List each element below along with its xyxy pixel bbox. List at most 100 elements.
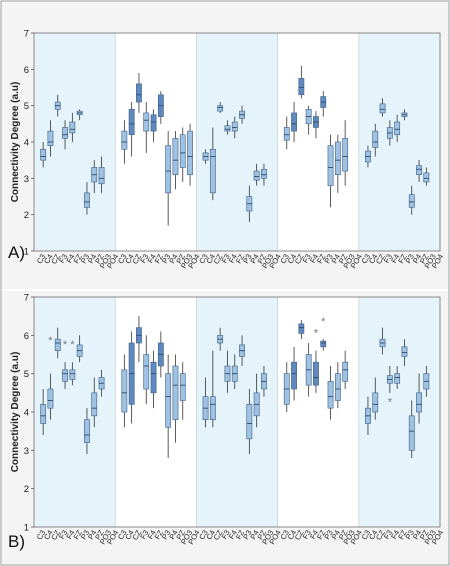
box-body (416, 165, 422, 176)
box-body (209, 148, 216, 194)
box-plot (416, 160, 422, 182)
box-plot (239, 105, 245, 124)
box-plot (327, 366, 334, 420)
box-body (179, 373, 186, 401)
x-tick-label: C3 (360, 253, 373, 266)
y-tick-label: 7 (24, 29, 29, 40)
box-body (150, 114, 157, 132)
x-tick-label: FZ (315, 252, 328, 265)
x-tick-label: P4 (330, 529, 342, 541)
x-tick-label: C3 (360, 529, 373, 542)
x-tick-label: P3 (79, 253, 91, 265)
x-tick-label: PZ (174, 528, 187, 541)
box-body (313, 361, 319, 386)
x-tick-label: F3 (138, 529, 150, 541)
x-tick-label: C4 (204, 529, 217, 542)
box-plot (283, 116, 290, 150)
x-tick-label: FZ (315, 528, 328, 541)
box-body (121, 130, 128, 150)
box-body (62, 127, 68, 139)
box-body (334, 141, 341, 176)
box-plot (128, 102, 135, 157)
outlier-marker: * (388, 397, 393, 409)
box-plot (172, 131, 179, 190)
y-tick-label: 4 (24, 138, 29, 149)
box-plot (91, 160, 98, 193)
x-tick-label: F3 (57, 529, 69, 541)
box-plot (136, 72, 142, 113)
box-body (231, 121, 238, 132)
box-body (91, 392, 98, 417)
box-body (165, 145, 172, 194)
box-body (136, 83, 142, 103)
x-tick-label: F3 (382, 529, 394, 541)
box-plot (246, 389, 253, 455)
box-body (62, 369, 68, 382)
box-plot (76, 335, 83, 363)
box-plot (202, 377, 209, 428)
x-tick-label: FZ (234, 252, 247, 265)
x-tick-label: F4 (227, 253, 239, 265)
x-tick-label: PZ (337, 528, 350, 541)
box-body (84, 192, 90, 208)
x-tick-label: PZ (418, 528, 431, 541)
outlier-marker: * (321, 316, 326, 328)
x-tick-label: C4 (367, 529, 380, 542)
box-body (69, 121, 76, 134)
x-tick-label: C3 (116, 529, 129, 542)
box-plot: * (386, 366, 393, 409)
box-plot (224, 350, 231, 393)
y-tick-label: 2 (24, 484, 29, 495)
box-body (408, 194, 415, 208)
box-plot (209, 127, 216, 201)
box-plot (157, 331, 164, 378)
box-plot (187, 123, 193, 186)
x-tick-label: C4 (42, 253, 55, 266)
x-tick-label: F4 (308, 253, 320, 265)
box-plot (121, 120, 128, 164)
box-plot (202, 149, 209, 164)
x-tick-label: F3 (301, 529, 313, 541)
x-tick-label: C4 (123, 529, 136, 542)
box-plot (54, 327, 61, 359)
x-tick-label: PZ (93, 252, 106, 265)
y-tick-label: 1 (24, 523, 29, 534)
box-plot (401, 339, 408, 366)
x-tick-label: F3 (220, 253, 232, 265)
x-tick-label: C4 (42, 529, 55, 542)
box-body (47, 388, 54, 409)
box-plot (298, 320, 305, 340)
box-plot (365, 145, 371, 168)
x-tick-label: F4 (64, 253, 76, 265)
box-plot (423, 366, 430, 397)
box-plot (47, 120, 54, 157)
y-axis-label: Connectivity Degree (a.u) (10, 82, 21, 203)
box-plot (283, 362, 290, 412)
box-plot (386, 120, 393, 146)
box-body (298, 78, 305, 96)
box-plot (372, 123, 379, 157)
x-tick-label: P4 (167, 253, 179, 265)
x-tick-label: P4 (86, 253, 98, 265)
x-tick-label: P4 (86, 529, 98, 541)
box-plot (298, 65, 305, 99)
box-body (187, 130, 193, 176)
group-band (358, 33, 440, 251)
x-tick-label: F4 (389, 529, 401, 541)
x-tick-label: F3 (301, 253, 313, 265)
box-plot (394, 366, 401, 389)
box-body (128, 109, 135, 136)
x-tick-label: FZ (153, 252, 166, 265)
box-plot (224, 120, 231, 135)
box-plot (401, 109, 408, 121)
x-tick-label: C4 (204, 253, 217, 266)
y-axis-label: Connectivity Degree (a.u) (10, 352, 21, 473)
x-tick-label: C3 (278, 529, 291, 542)
box-plot (217, 327, 224, 351)
box-plot (253, 163, 260, 186)
box-plot (69, 112, 76, 142)
box-body (261, 168, 267, 179)
